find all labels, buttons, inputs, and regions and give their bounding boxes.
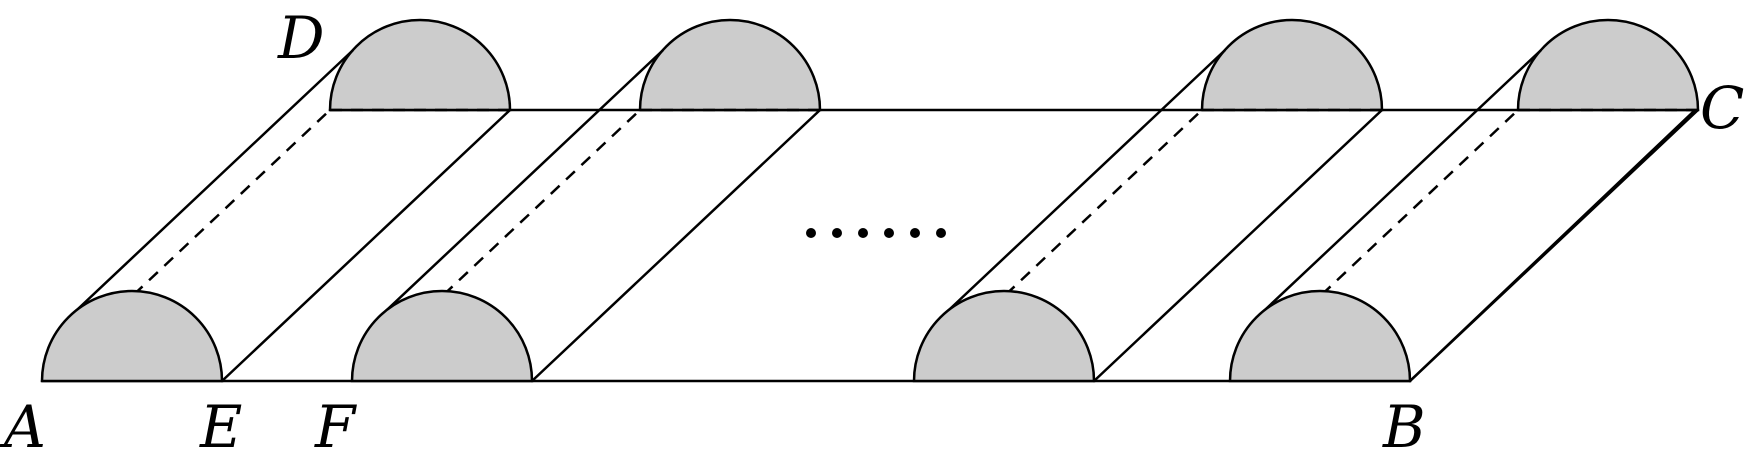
cylinder-edge xyxy=(1408,108,1700,383)
cylinder-edge xyxy=(220,108,512,383)
front-cap xyxy=(350,289,534,383)
front-cap xyxy=(40,289,224,383)
half-cylinders xyxy=(40,18,1700,383)
label-f: F xyxy=(314,393,357,454)
back-cap xyxy=(638,18,822,112)
front-cap xyxy=(912,289,1096,383)
ellipsis-dot xyxy=(858,228,868,238)
label-b: B xyxy=(1382,393,1426,454)
label-d: D xyxy=(277,4,325,72)
ellipsis xyxy=(806,228,946,238)
label-c: C xyxy=(1700,74,1744,142)
back-cap xyxy=(1516,18,1700,112)
ellipsis-dot xyxy=(806,228,816,238)
ellipsis-dot xyxy=(910,228,920,238)
cylinder-edge xyxy=(1251,49,1542,323)
label-a: A xyxy=(0,393,46,454)
ellipsis-dot xyxy=(832,228,842,238)
front-cap xyxy=(1228,289,1412,383)
label-e: E xyxy=(199,393,242,454)
cylinder-edge xyxy=(935,49,1226,323)
cylinder-edge xyxy=(1092,108,1384,383)
cylinder-edge xyxy=(530,108,822,383)
back-cap xyxy=(1200,18,1384,112)
ellipsis-dot xyxy=(936,228,946,238)
cylinder-edge xyxy=(63,49,354,323)
base-plane xyxy=(40,108,1697,383)
back-cap xyxy=(328,18,512,112)
cylinder-edge xyxy=(373,49,664,323)
ellipsis-dot xyxy=(884,228,894,238)
